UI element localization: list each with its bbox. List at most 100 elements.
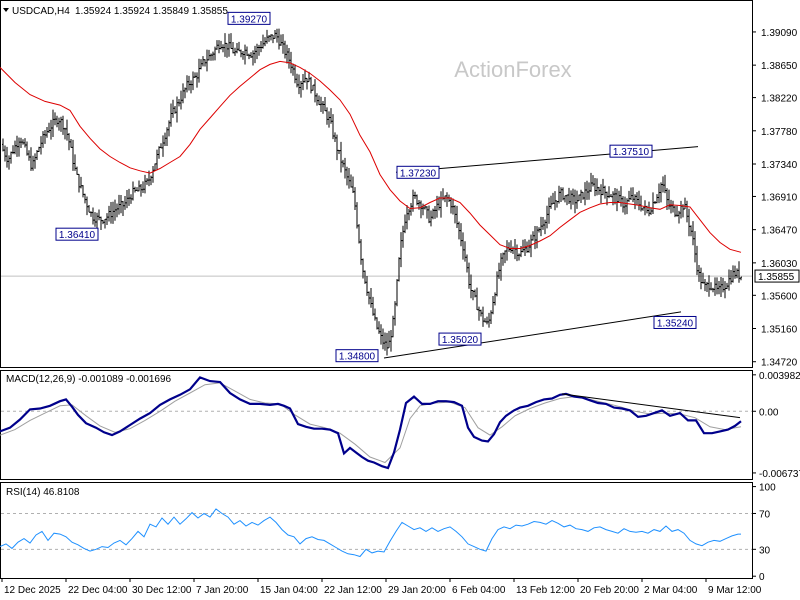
price-bar	[358, 224, 360, 244]
price-bar	[322, 100, 324, 114]
price-bar	[102, 219, 104, 225]
rsi-line	[0, 508, 741, 558]
price-bar	[304, 69, 306, 83]
price-bar	[406, 205, 408, 230]
price-bar	[374, 308, 376, 321]
price-bar	[640, 195, 642, 212]
price-bar	[712, 287, 714, 293]
price-bar	[344, 157, 346, 179]
price-bar	[400, 232, 402, 268]
price-annotation-box	[609, 144, 653, 158]
price-bar	[738, 261, 740, 283]
price-bar	[376, 317, 378, 330]
price-axis-tick-label: 1.39090	[761, 28, 798, 39]
price-bar	[730, 269, 732, 285]
price-bar	[190, 80, 192, 94]
price-bar	[336, 134, 338, 161]
price-bar	[648, 201, 650, 217]
price-bar	[232, 41, 234, 54]
price-bar	[82, 185, 84, 198]
price-bar	[184, 87, 186, 99]
price-bar	[408, 208, 410, 221]
price-bar	[486, 316, 488, 325]
price-bar	[136, 187, 138, 192]
price-axis-tick-label: 1.34720	[761, 358, 798, 369]
price-bar	[378, 321, 380, 334]
price-bar	[10, 151, 12, 164]
price-bar	[206, 49, 208, 72]
macd-axis: 0.003982 0.00 -0.006737	[1, 371, 800, 480]
price-bar	[252, 50, 254, 66]
price-bar	[560, 187, 562, 202]
price-bar	[76, 166, 78, 175]
price-bar	[390, 329, 392, 352]
price-bar	[294, 64, 296, 84]
price-bar	[256, 43, 258, 60]
price-bar	[722, 277, 724, 293]
rsi-axis: 100 70 30 0	[1, 483, 776, 583]
price-bar	[526, 241, 528, 253]
price-bar	[80, 176, 82, 189]
price-bar	[218, 40, 220, 54]
price-bar	[542, 217, 544, 230]
price-bar	[372, 296, 374, 316]
price-bar	[394, 301, 396, 326]
price-bar	[254, 45, 256, 64]
price-bar	[432, 208, 434, 220]
price-labels: 1.39270 1.36410 1.37230 1.37510 1.34800 1.350…	[55, 11, 697, 363]
price-bar	[554, 191, 556, 211]
price-bar	[692, 221, 694, 246]
price-bar	[426, 206, 428, 219]
price-bar	[198, 58, 200, 83]
macd-lines	[0, 376, 742, 470]
price-bar	[250, 52, 252, 58]
price-bar	[474, 289, 476, 298]
price-bar	[92, 207, 94, 225]
time-axis-label: 30 Dec 12:00	[132, 585, 192, 596]
price-bar	[42, 131, 44, 148]
price-bar	[130, 194, 132, 204]
price-bar	[230, 33, 232, 49]
price-bar	[264, 37, 266, 47]
price-bar	[182, 83, 184, 104]
price-axis-tick-label: 1.36030	[761, 259, 798, 270]
price-bar	[544, 219, 546, 235]
price-bar	[346, 166, 348, 186]
price-bar	[14, 140, 16, 155]
price-bar	[168, 120, 170, 137]
last-price-tag: 1.35855	[754, 269, 800, 283]
price-bar	[578, 194, 580, 202]
price-bar	[420, 200, 422, 219]
price-bar	[24, 138, 26, 148]
price-bar	[100, 216, 102, 230]
price-bar	[480, 309, 482, 317]
price-bar	[144, 174, 146, 194]
price-bar	[2, 138, 4, 152]
price-bar	[310, 76, 312, 94]
price-bar	[116, 203, 118, 218]
price-annotation-text: 1.36410	[59, 230, 96, 241]
rsi-axis-tick-label: 0	[759, 572, 765, 583]
price-bar	[478, 306, 480, 321]
price-bar	[26, 141, 28, 156]
symbol-dropdown-icon[interactable]	[3, 8, 9, 12]
time-axis-label: 2 Mar 04:00	[644, 585, 698, 596]
price-bar	[662, 176, 664, 193]
price-bar	[620, 186, 622, 207]
price-bar	[348, 168, 350, 189]
price-axis-tick-label: 1.38220	[761, 94, 798, 105]
price-bar	[334, 132, 336, 143]
price-bar	[186, 75, 188, 93]
price-bar	[194, 72, 196, 79]
price-bar	[634, 194, 636, 210]
price-bar	[494, 292, 496, 306]
price-bar	[164, 132, 166, 146]
price-bar	[150, 175, 152, 186]
price-annotation-box	[55, 227, 99, 241]
price-bar	[50, 119, 52, 140]
price-bar	[60, 116, 62, 132]
price-bar	[642, 207, 644, 211]
price-bar	[380, 324, 382, 345]
price-bar	[630, 187, 632, 201]
price-annotation-text: 1.37230	[400, 168, 437, 179]
